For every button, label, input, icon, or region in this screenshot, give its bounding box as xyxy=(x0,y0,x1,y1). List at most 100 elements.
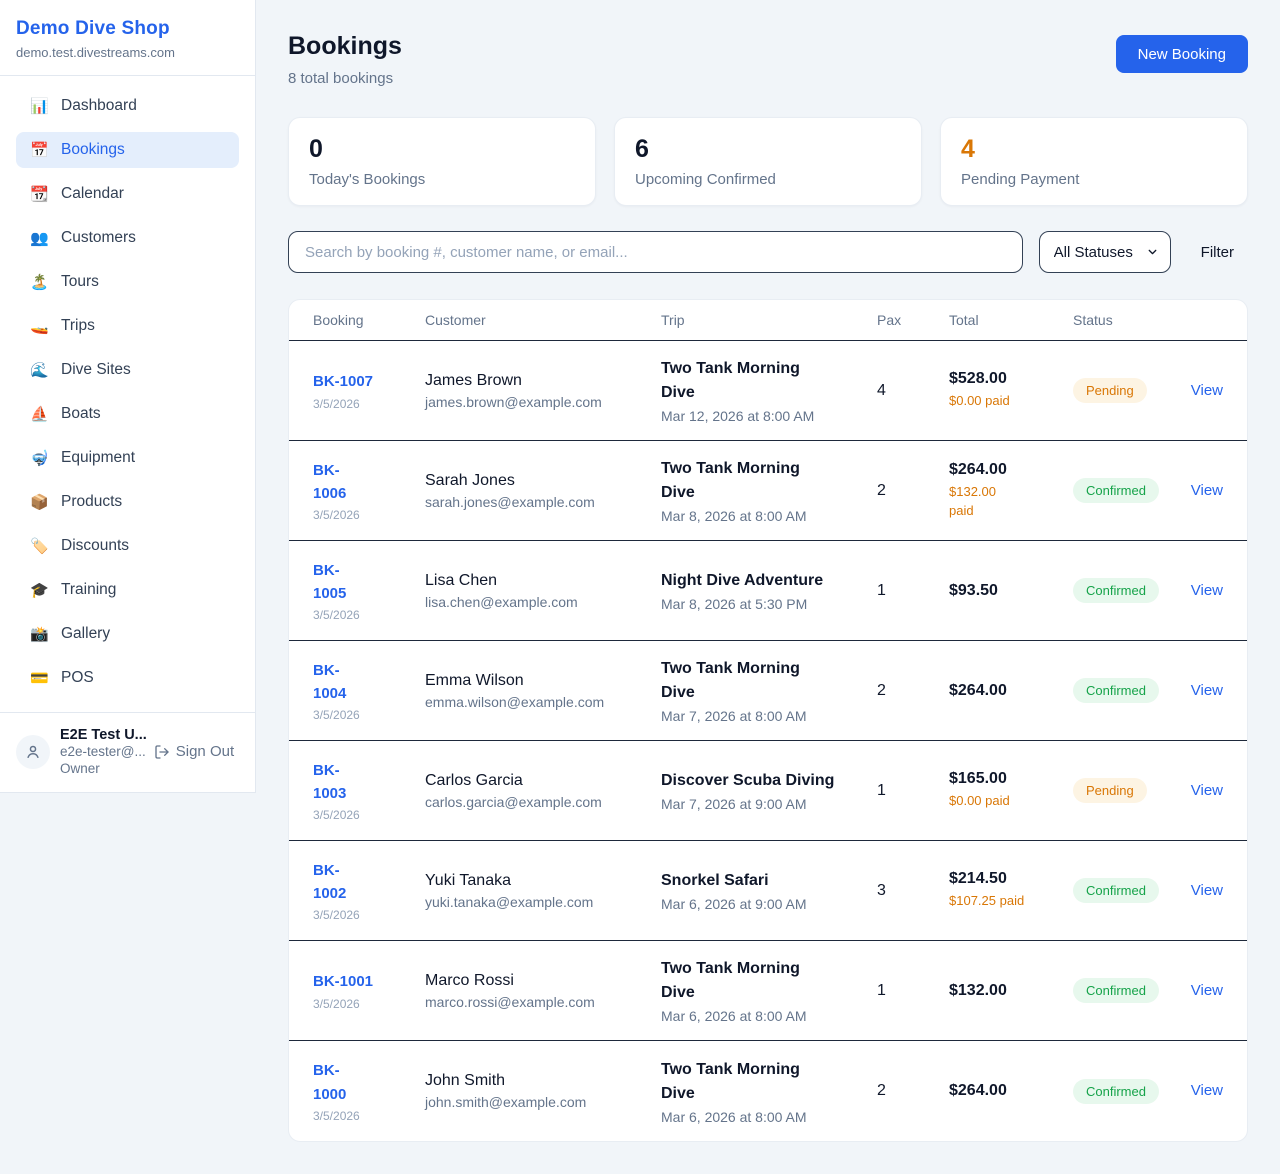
sidebar-item-gallery[interactable]: 📸 Gallery xyxy=(16,616,239,652)
trip-name: Discover Scuba Diving xyxy=(661,772,835,789)
customer-cell: John Smith john.smith@example.com xyxy=(425,1072,661,1110)
sidebar-item-trips[interactable]: 🚤 Trips xyxy=(16,308,239,344)
trip-cell: Two Tank Morning Dive Mar 6, 2026 at 8:0… xyxy=(661,957,877,1024)
customers-icon: 👥 xyxy=(30,230,49,247)
booking-id-link[interactable]: BK-1001 xyxy=(313,973,374,991)
customer-name: Marco Rossi xyxy=(425,971,514,989)
sidebar-item-label: Dashboard xyxy=(61,97,137,114)
booking-cell: BK- 1005 3/5/2026 xyxy=(313,559,425,623)
search-input[interactable] xyxy=(288,231,1023,273)
total-cell: $214.50 $107.25 paid xyxy=(949,870,1073,911)
sign-out-label: Sign Out xyxy=(175,743,235,760)
sidebar-item-products[interactable]: 📦 Products xyxy=(16,484,239,520)
booking-date: 3/5/2026 xyxy=(313,396,360,411)
total-amount: $264.00 xyxy=(949,1082,1007,1099)
customer-email: sarah.jones@example.com xyxy=(425,493,595,510)
pax-cell: 1 xyxy=(877,781,886,799)
table-row: BK-1007 3/5/2026 James Brown james.brown… xyxy=(289,341,1247,441)
customer-name: Yuki Tanaka xyxy=(425,871,511,889)
main-content: Bookings 8 total bookings New Booking 0 T… xyxy=(256,0,1280,1174)
sidebar-item-dive-sites[interactable]: 🌊 Dive Sites xyxy=(16,352,239,388)
sidebar-item-label: Products xyxy=(61,493,123,510)
stat-label: Pending Payment xyxy=(961,171,1080,188)
new-booking-button[interactable]: New Booking xyxy=(1115,35,1248,73)
status-badge: Confirmed xyxy=(1073,678,1159,703)
customer-name: Sarah Jones xyxy=(425,471,515,489)
total-cell: $93.50 xyxy=(949,582,1073,600)
status-filter-select[interactable]: All Statuses xyxy=(1038,231,1171,273)
status-badge: Pending xyxy=(1073,378,1147,403)
booking-id-link[interactable]: BK-1007 xyxy=(313,373,374,391)
table-body: BK-1007 3/5/2026 James Brown james.brown… xyxy=(289,341,1247,1141)
trip-name: Snorkel Safari xyxy=(661,872,769,889)
pax-cell: 2 xyxy=(877,681,886,699)
column-header-customer: Customer xyxy=(425,312,486,328)
view-link[interactable]: View xyxy=(1190,481,1223,499)
status-cell: Confirmed xyxy=(1073,478,1181,503)
view-cell: View xyxy=(1181,1082,1223,1100)
status-badge: Pending xyxy=(1073,778,1147,803)
sign-out-button[interactable]: Sign Out xyxy=(154,743,234,760)
trip-name: Two Tank Morning Dive xyxy=(661,960,800,1001)
table-row: BK- 1003 3/5/2026 Carlos Garcia carlos.g… xyxy=(289,741,1247,841)
sidebar-item-pos[interactable]: 💳 POS xyxy=(16,660,239,696)
view-link[interactable]: View xyxy=(1190,781,1223,799)
sidebar-item-dashboard[interactable]: 📊 Dashboard xyxy=(16,88,239,124)
customer-cell: Emma Wilson emma.wilson@example.com xyxy=(425,672,661,710)
tours-icon: 🏝️ xyxy=(30,274,49,291)
page-title: Bookings xyxy=(288,32,402,60)
sidebar-item-equipment[interactable]: 🤿 Equipment xyxy=(16,440,239,476)
stat-label: Today's Bookings xyxy=(309,171,426,188)
logout-icon xyxy=(155,744,169,759)
sidebar-divider-top xyxy=(0,75,255,76)
stats-row: 0 Today's Bookings 6 Upcoming Confirmed 4 Pen… xyxy=(288,117,1248,206)
sidebar-item-bookings[interactable]: 📅 Bookings xyxy=(16,132,239,168)
filter-button[interactable]: Filter xyxy=(1187,244,1248,261)
view-cell: View xyxy=(1181,582,1223,600)
sidebar-item-customers[interactable]: 👥 Customers xyxy=(16,220,239,256)
view-link[interactable]: View xyxy=(1190,1082,1223,1099)
stat-value: 6 xyxy=(635,135,649,163)
view-link[interactable]: View xyxy=(1190,581,1223,599)
view-link[interactable]: View xyxy=(1190,681,1223,699)
total-amount: $132.00 xyxy=(949,981,1007,999)
status-badge: Confirmed xyxy=(1073,578,1159,603)
trip-cell: Discover Scuba Diving Mar 7, 2026 at 9:0… xyxy=(661,769,877,812)
customer-name: Lisa Chen xyxy=(425,571,498,589)
sidebar: Demo Dive Shop demo.test.divestreams.com… xyxy=(0,0,256,793)
booking-date: 3/5/2026 xyxy=(313,808,360,823)
booking-id-link[interactable]: BK- 1004 xyxy=(313,661,347,702)
booking-date: 3/5/2026 xyxy=(313,1108,360,1123)
training-icon: 🎓 xyxy=(30,582,49,599)
stat-card: 0 Today's Bookings xyxy=(288,117,596,206)
sidebar-item-discounts[interactable]: 🏷️ Discounts xyxy=(16,528,239,564)
booking-id-link[interactable]: BK- 1000 xyxy=(313,1062,347,1103)
status-cell: Confirmed xyxy=(1073,578,1181,603)
booking-id-link[interactable]: BK- 1002 xyxy=(313,861,347,902)
booking-id-link[interactable]: BK- 1003 xyxy=(313,761,347,802)
paid-amount: $0.00 paid xyxy=(949,393,1010,409)
view-link[interactable]: View xyxy=(1190,981,1223,999)
sidebar-item-calendar[interactable]: 📆 Calendar xyxy=(16,176,239,212)
booking-id-link[interactable]: BK- 1006 xyxy=(313,461,347,502)
shop-name: Demo Dive Shop xyxy=(16,18,170,39)
trip-cell: Two Tank Morning Dive Mar 8, 2026 at 8:0… xyxy=(661,457,877,524)
customer-email: james.brown@example.com xyxy=(425,393,602,410)
booking-cell: BK- 1004 3/5/2026 xyxy=(313,659,425,723)
sidebar-item-boats[interactable]: ⛵ Boats xyxy=(16,396,239,432)
table-row: BK- 1004 3/5/2026 Emma Wilson emma.wilso… xyxy=(289,641,1247,741)
trips-icon: 🚤 xyxy=(30,318,49,335)
customer-name: James Brown xyxy=(425,371,522,389)
trip-datetime: Mar 7, 2026 at 9:00 AM xyxy=(661,796,807,812)
booking-id-link[interactable]: BK- 1005 xyxy=(313,561,347,602)
user-section: E2E Test U... e2e-tester@... Sign Out Ow… xyxy=(0,713,255,792)
pax-cell: 3 xyxy=(877,881,886,899)
total-amount: $165.00 xyxy=(949,770,1007,788)
view-link[interactable]: View xyxy=(1190,381,1223,399)
page-header: Bookings 8 total bookings New Booking xyxy=(288,32,1248,87)
stat-card: 6 Upcoming Confirmed xyxy=(614,117,922,206)
view-link[interactable]: View xyxy=(1190,881,1223,899)
sidebar-item-training[interactable]: 🎓 Training xyxy=(16,572,239,608)
sidebar-item-tours[interactable]: 🏝️ Tours xyxy=(16,264,239,300)
trip-datetime: Mar 6, 2026 at 8:00 AM xyxy=(661,1108,807,1125)
